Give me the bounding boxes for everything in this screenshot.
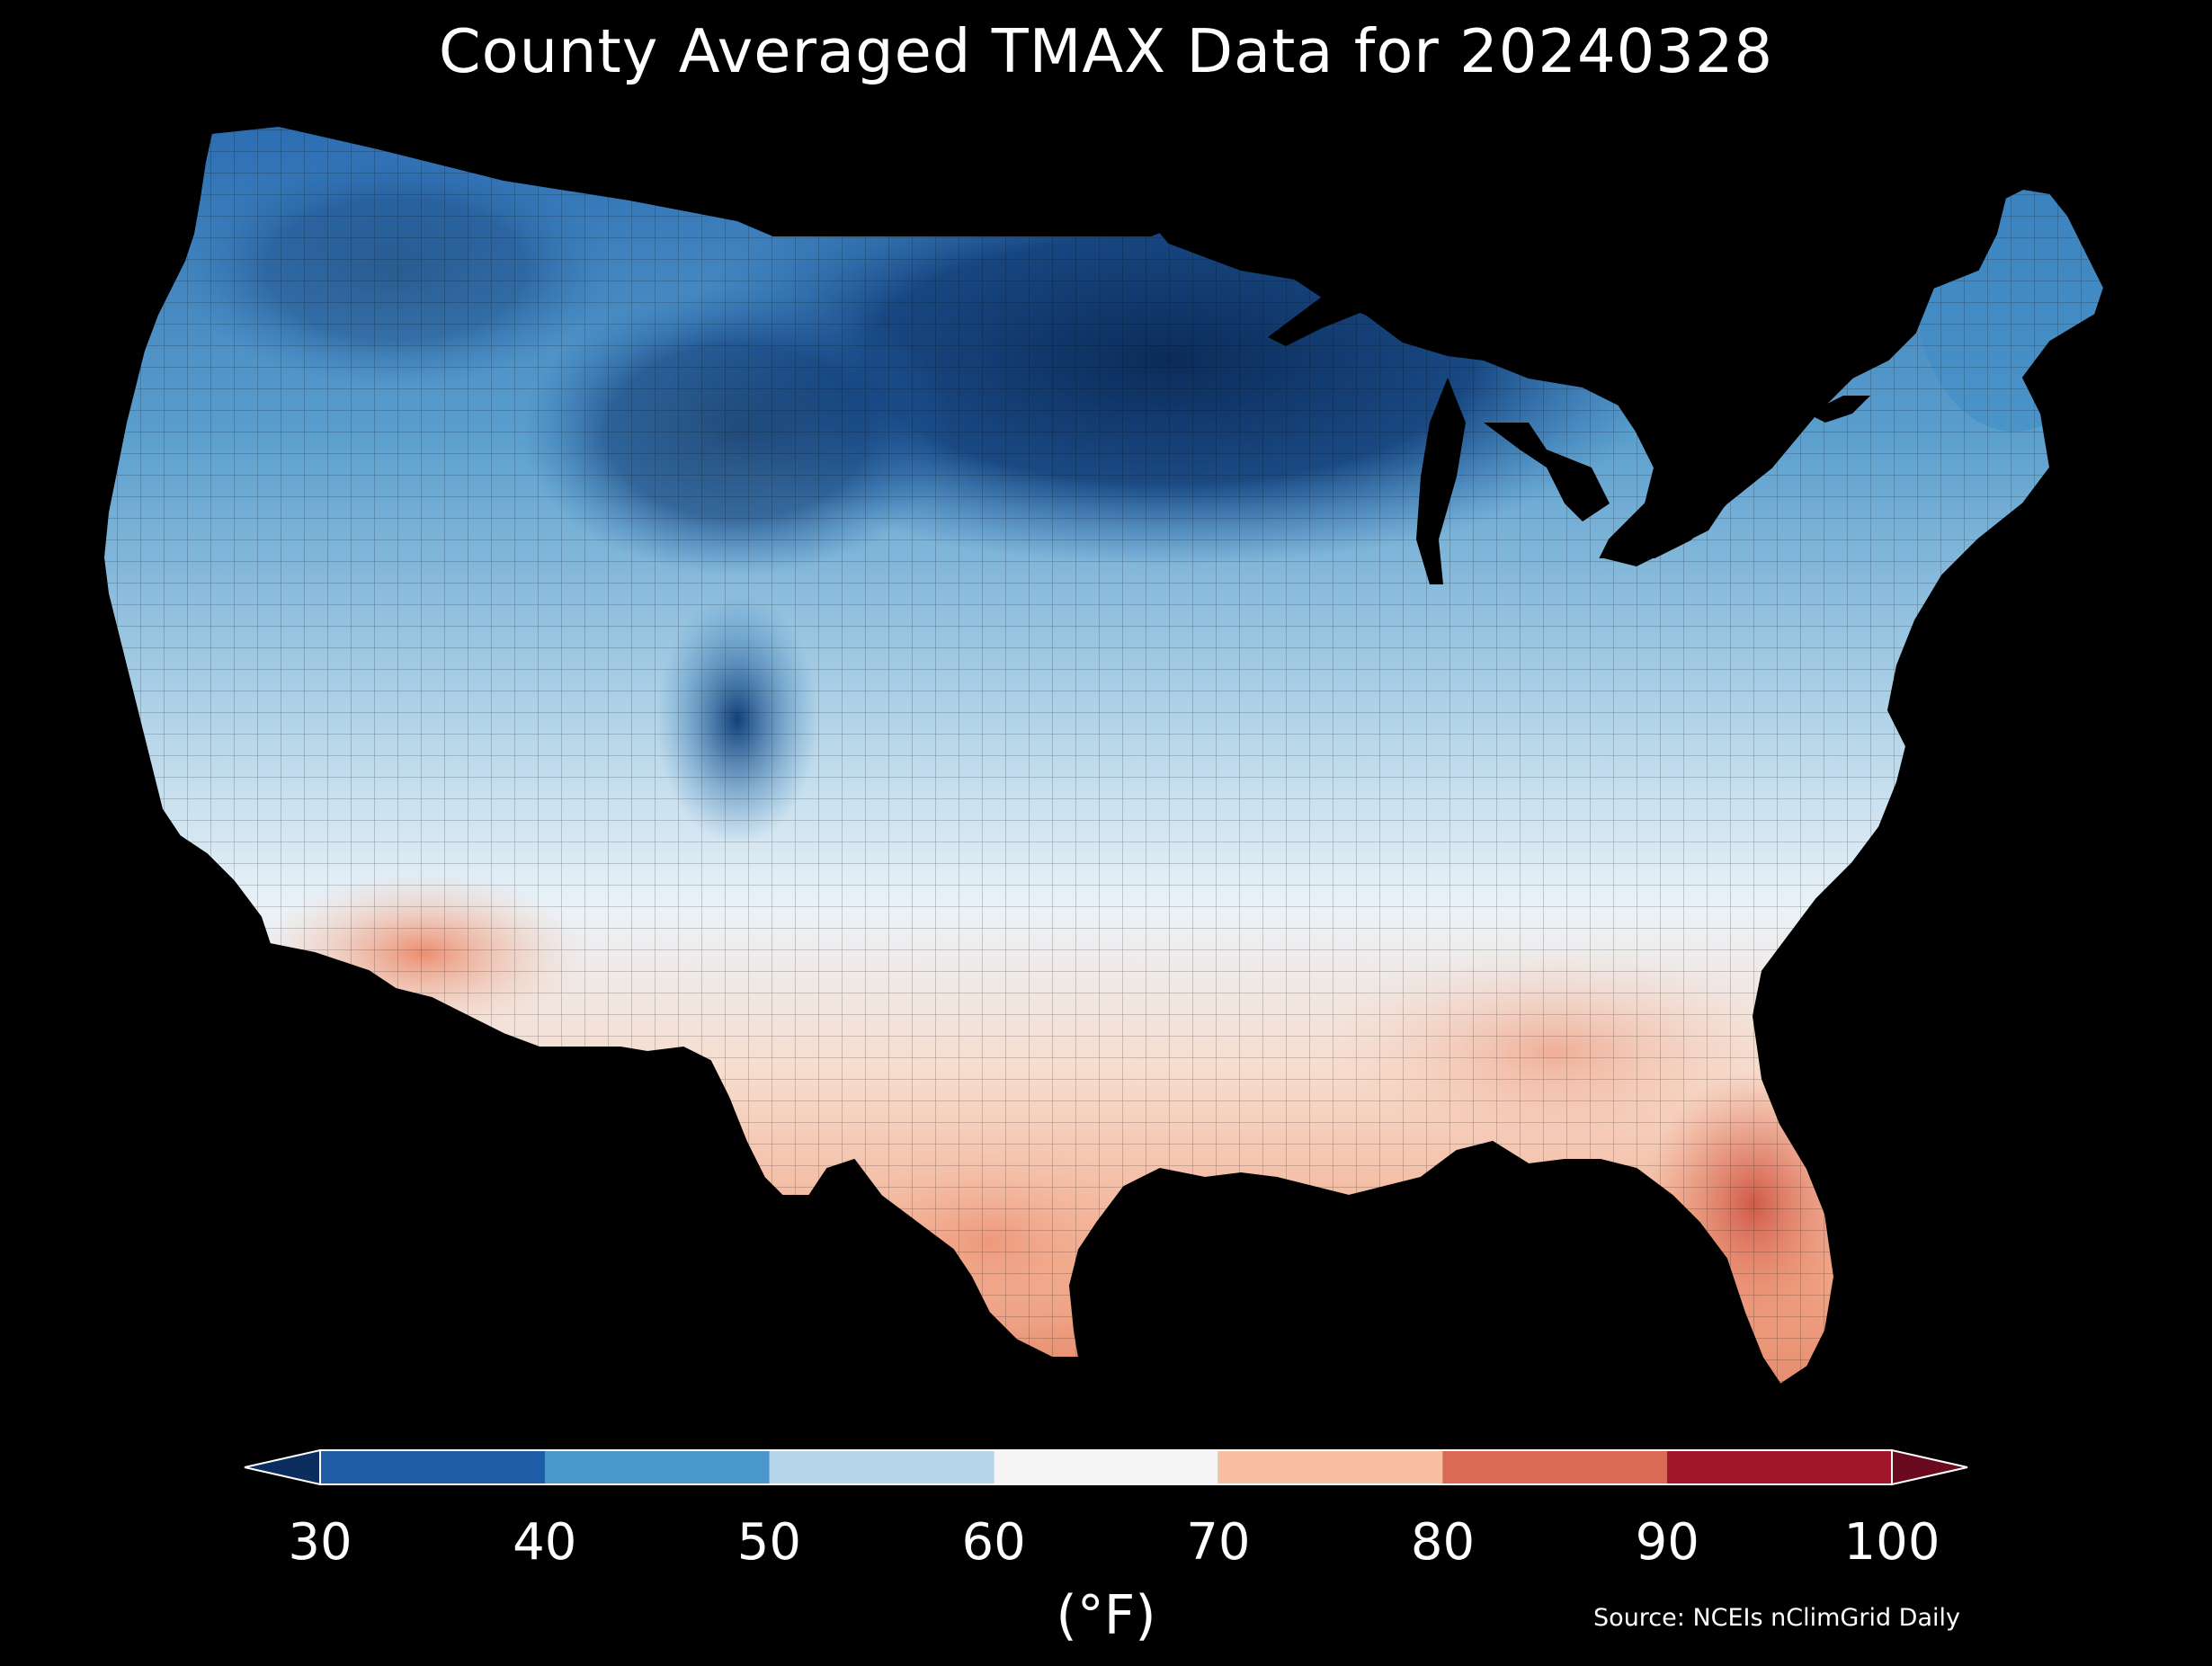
colorbar-unit-label: (°F) xyxy=(1056,1584,1156,1647)
colorbar-tick-label: 30 xyxy=(288,1513,352,1572)
colorbar-frame xyxy=(319,1449,1893,1485)
colorbar-bin xyxy=(320,1450,545,1484)
colorbar-bin xyxy=(1442,1450,1668,1484)
source-note: Source: NCEIs nClimGrid Daily xyxy=(1593,1604,1960,1632)
colorbar-tick-label: 40 xyxy=(513,1513,577,1572)
colorbar-bin xyxy=(1667,1450,1892,1484)
colorbar-bin xyxy=(769,1450,995,1484)
colorbar-tick-label: 90 xyxy=(1635,1513,1699,1572)
colorbar-bin xyxy=(1217,1450,1443,1484)
colorbar-tick-label: 100 xyxy=(1843,1513,1940,1572)
colorbar-under-extension xyxy=(244,1448,321,1486)
map-title: County Averaged TMAX Data for 20240328 xyxy=(438,16,1774,86)
colorbar-bin xyxy=(994,1450,1218,1484)
colorbar-tick-label: 80 xyxy=(1410,1513,1476,1572)
great-lakes xyxy=(1268,283,1870,584)
colorbar-bin xyxy=(544,1450,770,1484)
colorbar-tick-label: 60 xyxy=(961,1513,1026,1572)
colorbar-tick-label: 50 xyxy=(736,1513,802,1572)
colorbar-tick-label: 70 xyxy=(1186,1513,1251,1572)
colorbar-over-extension xyxy=(1891,1448,1968,1486)
